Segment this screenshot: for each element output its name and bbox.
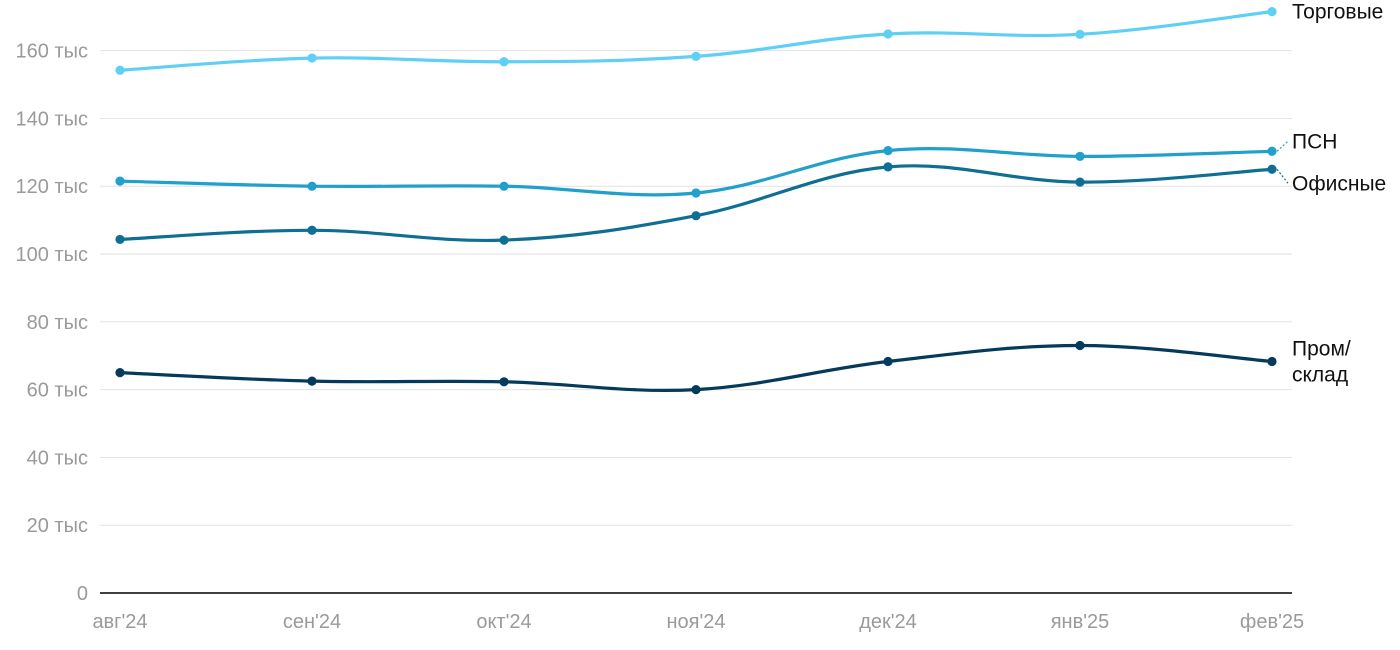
series-label-line: Офисные bbox=[1292, 172, 1386, 195]
series-label-line: Пром/ bbox=[1292, 337, 1351, 360]
y-tick-label: 140 тыс bbox=[16, 108, 88, 130]
series-1 bbox=[115, 146, 1277, 198]
data-point bbox=[691, 385, 701, 395]
x-tick-label: янв'25 bbox=[1051, 611, 1110, 633]
gridlines bbox=[100, 50, 1292, 526]
series-2 bbox=[115, 162, 1277, 245]
data-point bbox=[115, 176, 125, 186]
data-point bbox=[499, 57, 509, 67]
data-point bbox=[307, 225, 317, 235]
series-label: Пром/склад bbox=[1292, 337, 1351, 386]
y-tick-label: 160 тыс bbox=[16, 41, 88, 63]
x-tick-label: окт'24 bbox=[476, 611, 531, 633]
x-axis-ticks: авг'24 сен'24 окт'24 ноя'24 дек'24 янв'25 фев'… bbox=[92, 611, 1304, 633]
data-point bbox=[499, 377, 509, 387]
series-lines bbox=[115, 7, 1277, 395]
data-point bbox=[499, 181, 509, 191]
series-label-line: склад bbox=[1292, 363, 1348, 386]
data-point bbox=[1075, 177, 1085, 187]
data-point bbox=[1075, 151, 1085, 161]
y-tick-label: 60 тыс bbox=[27, 380, 88, 402]
label-leader-line bbox=[1276, 168, 1289, 184]
data-point bbox=[691, 51, 701, 61]
x-tick-label: сен'24 bbox=[283, 611, 341, 633]
y-tick-label: 80 тыс bbox=[27, 312, 88, 334]
data-point bbox=[883, 162, 893, 172]
data-point bbox=[1267, 356, 1277, 367]
y-tick-label: 20 тыс bbox=[27, 515, 88, 537]
data-point bbox=[1267, 146, 1277, 156]
series-line bbox=[118, 147, 1274, 197]
data-point bbox=[691, 211, 701, 221]
y-tick-label: 40 тыс bbox=[27, 447, 88, 469]
data-point bbox=[1075, 340, 1085, 351]
series-label: ПСН bbox=[1292, 130, 1337, 153]
series-label-line: Торговые bbox=[1292, 1, 1383, 24]
data-point bbox=[883, 146, 893, 156]
series-label: Офисные bbox=[1292, 172, 1386, 195]
series-line bbox=[118, 10, 1274, 72]
data-point bbox=[115, 234, 125, 245]
data-point bbox=[307, 181, 317, 191]
y-tick-label: 120 тыс bbox=[16, 176, 88, 198]
x-tick-label: фев'25 bbox=[1240, 611, 1304, 633]
series-label: Торговые bbox=[1292, 1, 1383, 24]
series-line bbox=[118, 164, 1274, 243]
series-3 bbox=[115, 340, 1277, 395]
series-line bbox=[118, 343, 1274, 393]
x-tick-label: авг'24 bbox=[92, 611, 147, 633]
data-point bbox=[1075, 29, 1085, 39]
data-point bbox=[883, 29, 893, 39]
data-point bbox=[499, 235, 509, 245]
x-tick-label: ноя'24 bbox=[666, 611, 725, 633]
series-label-line: ПСН bbox=[1292, 130, 1337, 153]
series-labels: Торговые ПСН Офисные Пром/склад bbox=[1276, 1, 1386, 386]
data-point bbox=[307, 53, 317, 63]
series-0 bbox=[115, 7, 1277, 75]
data-point bbox=[1267, 7, 1277, 17]
y-tick-label: 0 bbox=[77, 583, 88, 605]
label-leader-line bbox=[1276, 140, 1289, 152]
data-point bbox=[1267, 164, 1277, 174]
data-point bbox=[307, 376, 317, 386]
data-point bbox=[691, 188, 701, 198]
data-point bbox=[115, 368, 125, 378]
data-point bbox=[115, 65, 125, 75]
y-axis-ticks: 0 20 тыс 40 тыс 60 тыс 80 тыс 100 тыс 120 тыс 1… bbox=[16, 41, 88, 605]
data-point bbox=[883, 356, 893, 367]
y-tick-label: 100 тыс bbox=[16, 244, 88, 266]
x-tick-label: дек'24 bbox=[859, 611, 917, 633]
